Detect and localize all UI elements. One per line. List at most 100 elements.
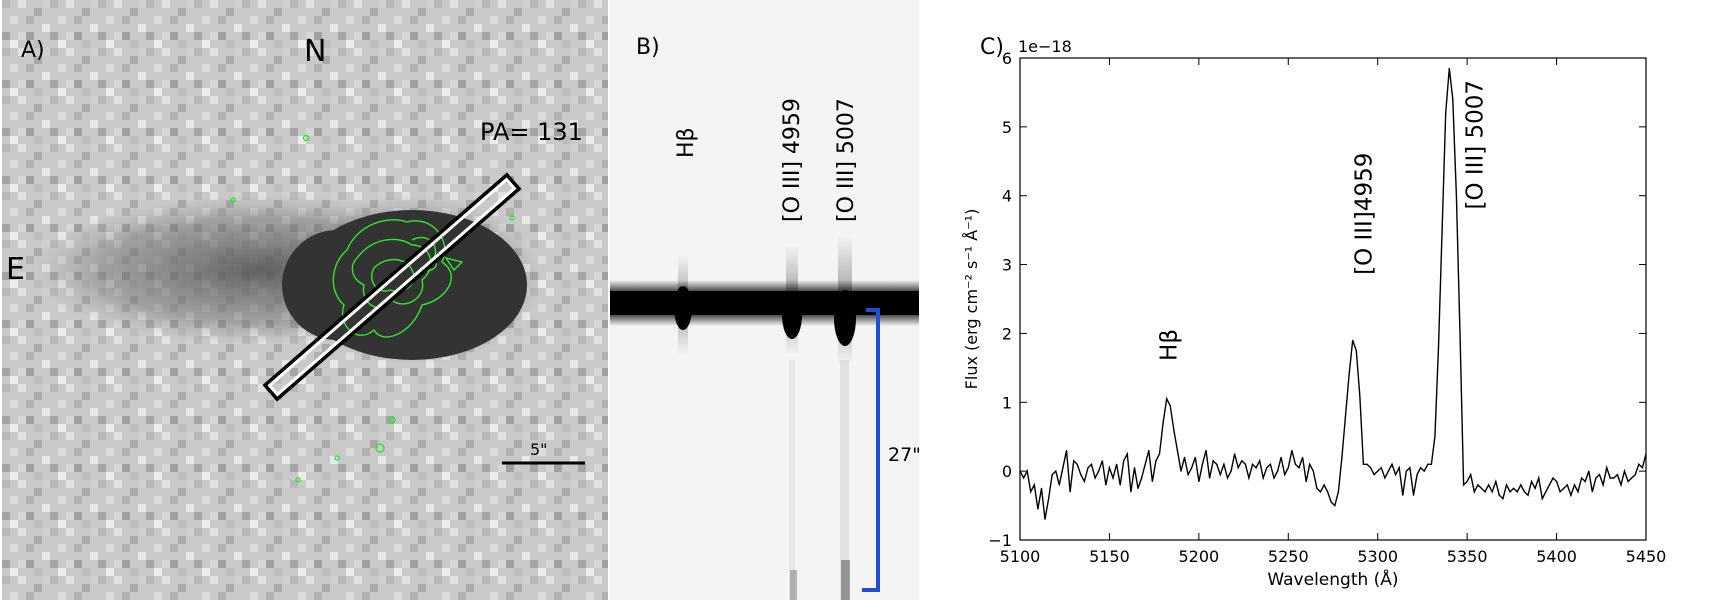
- panel-c-spectrum-chart: 5100 5150 5200 5250 5300 5350 5400 5450 −1 0 1 2 3 4 5…: [920, 0, 1711, 596]
- plot-frame: [1019, 57, 1647, 541]
- data-point: [1194, 456, 1196, 458]
- data-point: [1452, 98, 1454, 100]
- data-point: [1266, 467, 1268, 469]
- data-point: [1291, 449, 1293, 452]
- panel-b-svg: Hβ [O III] 4959 [O III] 5007: [610, 0, 919, 600]
- data-point: [1248, 477, 1250, 479]
- data-point: [1173, 429, 1175, 431]
- data-point: [1148, 449, 1150, 452]
- data-point: [1126, 453, 1128, 455]
- scale-bar-label: 5": [530, 440, 548, 459]
- position-angle-label: PA= 131: [480, 118, 583, 146]
- data-point: [1133, 467, 1136, 469]
- data-point: [1588, 470, 1590, 472]
- data-point: [1623, 470, 1626, 472]
- data-point: [1495, 480, 1497, 483]
- x-tick-label: 5350: [1447, 547, 1488, 566]
- data-point: [1484, 491, 1486, 493]
- data-point: [1520, 484, 1522, 486]
- data-point: [1530, 480, 1533, 483]
- data-point: [1251, 463, 1254, 465]
- data-point: [1577, 491, 1579, 493]
- data-point: [1513, 487, 1515, 489]
- data-point: [1269, 463, 1271, 465]
- data-point: [1384, 477, 1386, 479]
- data-point: [1591, 491, 1593, 493]
- y-tick-label: 4: [1002, 187, 1012, 206]
- data-point: [1237, 467, 1239, 469]
- x-tick-label: 5200: [1178, 547, 1219, 566]
- data-point: [1141, 477, 1143, 479]
- data-point: [1556, 480, 1558, 483]
- data-point: [1541, 498, 1543, 500]
- data-point: [1212, 460, 1214, 462]
- data-point: [1205, 449, 1207, 452]
- east-label: E: [6, 252, 25, 287]
- x-axis-label: Wavelength (Å): [1267, 568, 1398, 590]
- data-point: [1098, 470, 1100, 472]
- data-point: [1502, 498, 1504, 500]
- data-point: [1373, 474, 1375, 476]
- x-tick-label: 5400: [1536, 547, 1577, 566]
- line-label-oiii-4959: [O III] 4959: [780, 98, 805, 222]
- data-point: [1241, 460, 1243, 462]
- data-point: [1209, 477, 1211, 479]
- slit: [262, 172, 522, 402]
- data-point: [1187, 474, 1189, 476]
- data-point: [1448, 67, 1450, 69]
- data-point: [1641, 467, 1643, 469]
- data-point: [1048, 498, 1050, 500]
- data-point: [1305, 480, 1307, 483]
- data-point: [1563, 487, 1565, 489]
- data-point: [1355, 350, 1357, 352]
- data-point: [1344, 415, 1347, 417]
- data-point: [1602, 484, 1604, 486]
- y-offset-label: 1e−18: [1018, 37, 1072, 56]
- panel-b-label: B): [636, 35, 660, 60]
- annotation-label: Hβ: [1156, 329, 1182, 361]
- data-point: [1420, 467, 1422, 469]
- data-point: [1395, 474, 1397, 476]
- data-point: [1581, 477, 1583, 479]
- data-point: [1359, 394, 1361, 396]
- data-point: [1398, 467, 1400, 469]
- data-point: [1631, 477, 1633, 479]
- data-point: [1191, 467, 1193, 469]
- flux-chart: 5100 5150 5200 5250 5300 5350 5400 5450 −1 0 1 2 3 4 5…: [962, 35, 1666, 590]
- data-point: [1405, 470, 1407, 472]
- data-point: [1137, 487, 1139, 489]
- data-point: [1538, 477, 1540, 479]
- axis-ticks: 5100 5150 5200 5250 5300 5350 5400 5450 −1 0 1 2 3 4 5…: [988, 49, 1666, 566]
- data-point: [1516, 491, 1518, 493]
- data-point: [1151, 480, 1153, 483]
- data-point: [1287, 467, 1289, 469]
- data-point: [1073, 460, 1075, 462]
- data-point: [1312, 470, 1314, 472]
- data-point: [1638, 463, 1640, 465]
- north-label: N: [304, 34, 327, 69]
- data-point: [1219, 474, 1221, 476]
- spectrum-line: [1019, 68, 1647, 520]
- data-point: [1498, 494, 1500, 496]
- x-tick-label: 5100: [1000, 547, 1041, 566]
- data-point: [1377, 470, 1379, 472]
- data-point: [1488, 484, 1490, 486]
- data-point: [1302, 456, 1304, 458]
- panel-b-spectrum-2d: Hβ [O III] 4959 [O III] 5007 B) 27": [610, 0, 921, 600]
- data-point: [1352, 339, 1354, 341]
- data-point: [1101, 460, 1103, 462]
- data-point: [1334, 505, 1336, 507]
- data-point: [1058, 484, 1060, 486]
- data-point: [1337, 491, 1339, 493]
- data-point: [1620, 484, 1622, 486]
- data-point: [1362, 463, 1364, 465]
- data-point: [1548, 484, 1550, 486]
- data-point: [1434, 436, 1436, 438]
- data-point: [1473, 491, 1475, 493]
- line-annotations: Hβ [O III]4959 [O III] 5007: [1156, 80, 1488, 361]
- data-point: [1412, 494, 1415, 496]
- data-point: [1509, 491, 1511, 493]
- data-point: [1527, 494, 1529, 496]
- data-point: [1459, 332, 1461, 334]
- x-tick-label: 5150: [1089, 547, 1130, 566]
